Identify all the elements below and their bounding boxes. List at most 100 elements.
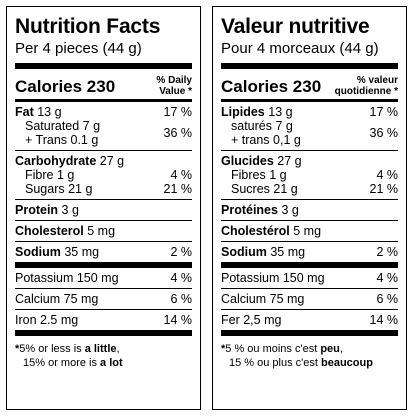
saturated-label: saturés 7 g	[231, 119, 293, 133]
footnote-lot: a lot	[100, 357, 123, 369]
divider	[15, 262, 192, 268]
carb-label: Glucides	[221, 154, 274, 168]
dv-header-line2: quotidienne *	[334, 86, 398, 97]
fat-row: Lipides 13 g 17 %	[221, 105, 398, 119]
potassium-block: Potassium 150 mg 4 %	[221, 268, 398, 288]
footnote-line1: 5% or less is	[19, 343, 85, 355]
carb-amount: 27 g	[99, 154, 125, 168]
trans-label: + trans 0,1 g	[231, 133, 301, 147]
protein-label: Protéines	[221, 203, 278, 217]
iron-block: Fer 2,5 mg 14 %	[221, 310, 398, 330]
potassium-label: Potassium 150 mg	[15, 271, 119, 285]
footnote: *5% or less is a little, 15% or more is …	[15, 342, 192, 370]
calcium-block: Calcium 75 mg 6 %	[15, 289, 192, 309]
sugars-label: Sucres 21 g	[231, 182, 298, 196]
divider	[221, 63, 398, 69]
potassium-block: Potassium 150 mg 4 %	[15, 268, 192, 288]
divider	[15, 288, 192, 289]
cholesterol-row: Cholesterol 5 mg	[15, 224, 192, 238]
footnote: *5 % ou moins c'est peu, 15 % ou plus c'…	[221, 342, 398, 370]
footnote-star: *	[221, 343, 226, 355]
trans-label: + Trans 0.1 g	[25, 133, 99, 147]
potassium-row: Potassium 150 mg 4 %	[15, 271, 192, 285]
calories-row: Calories 230 % Daily Value *	[15, 69, 192, 99]
fat-dv: 17 %	[369, 105, 399, 119]
calcium-label: Calcium 75 mg	[15, 292, 99, 306]
divider	[221, 309, 398, 310]
footnote-line2: 15% or more is	[23, 357, 101, 369]
divider	[15, 241, 192, 242]
saturated-label: Saturated 7 g	[25, 119, 101, 133]
fibre-row: Fibres 1 g 4 %	[221, 168, 398, 182]
potassium-dv: 4 %	[376, 271, 398, 285]
dv-header-line1: % valeur	[356, 75, 398, 86]
calcium-block: Calcium 75 mg 6 %	[221, 289, 398, 309]
cholesterol-row: Cholestérol 5 mg	[221, 224, 398, 238]
iron-block: Iron 2.5 mg 14 %	[15, 310, 192, 330]
fibre-label: Fibres 1 g	[231, 168, 287, 182]
protein-label: Protein	[15, 203, 59, 217]
sugars-dv: 21 %	[163, 182, 193, 196]
carb-block: Carbohydrate 27 g Fibre 1 g 4 % Sugars 2…	[15, 151, 192, 199]
divider	[221, 220, 398, 221]
sodium-amount: 35 mg	[64, 245, 100, 259]
sodium-dv: 2 %	[376, 245, 398, 259]
sugars-dv: 21 %	[369, 182, 399, 196]
nutrition-facts-panel-fr: Valeur nutritive Pour 4 morceaux (44 g) …	[212, 6, 407, 410]
potassium-dv: 4 %	[170, 271, 192, 285]
cholesterol-amount: 5 mg	[293, 224, 322, 238]
cholesterol-label: Cholesterol	[15, 224, 84, 238]
divider	[221, 288, 398, 289]
sugars-row: Sucres 21 g 21 %	[221, 182, 398, 196]
dv-header-line2: Value *	[159, 86, 192, 97]
carb-row: Carbohydrate 27 g	[15, 154, 192, 168]
fibre-row: Fibre 1 g 4 %	[15, 168, 192, 182]
sodium-dv: 2 %	[170, 245, 192, 259]
sodium-row: Sodium 35 mg 2 %	[221, 245, 398, 259]
daily-value-header: % Daily Value *	[156, 75, 192, 99]
nutrition-facts-panel-en: Nutrition Facts Per 4 pieces (44 g) Calo…	[6, 6, 201, 410]
divider	[15, 199, 192, 200]
footnote-beaucoup: beaucoup	[321, 357, 373, 369]
calcium-dv: 6 %	[376, 292, 398, 306]
carb-row: Glucides 27 g	[221, 154, 398, 168]
calories-label: Calories 230	[221, 77, 322, 96]
fat-block: Lipides 13 g 17 % saturés 7 g + trans 0,…	[221, 102, 398, 150]
serving-size: Pour 4 morceaux (44 g)	[221, 40, 379, 57]
fibre-dv: 4 %	[170, 168, 192, 182]
panel-title: Valeur nutritive	[221, 15, 370, 38]
dv-header-line1: % Daily	[156, 75, 192, 86]
sugars-row: Sugars 21 g 21 %	[15, 182, 192, 196]
protein-row: Protéines 3 g	[221, 203, 398, 217]
panel-title: Nutrition Facts	[15, 15, 161, 38]
potassium-label: Potassium 150 mg	[221, 271, 325, 285]
footnote-line1: 5 % ou moins c'est	[225, 343, 321, 355]
cholesterol-amount: 5 mg	[87, 224, 116, 238]
divider	[221, 99, 398, 102]
iron-label: Fer 2,5 mg	[221, 313, 282, 327]
divider	[221, 241, 398, 242]
fat-dv: 17 %	[163, 105, 193, 119]
sat-trans-row: Saturated 7 g + Trans 0.1 g 36 %	[15, 119, 192, 147]
fat-row: Fat 13 g 17 %	[15, 105, 192, 119]
sugars-label: Sugars 21 g	[25, 182, 93, 196]
divider	[221, 330, 398, 336]
fat-amount: 13 g	[268, 105, 293, 119]
divider	[15, 330, 192, 336]
calcium-row: Calcium 75 mg 6 %	[15, 292, 192, 306]
sodium-block: Sodium 35 mg 2 %	[221, 242, 398, 262]
fat-label: Fat	[15, 105, 34, 119]
calcium-dv: 6 %	[170, 292, 192, 306]
protein-amount: 3 g	[61, 203, 79, 217]
divider	[15, 309, 192, 310]
footnote-comma: ,	[116, 343, 120, 355]
potassium-row: Potassium 150 mg 4 %	[221, 271, 398, 285]
sodium-amount: 35 mg	[270, 245, 306, 259]
carb-amount: 27 g	[277, 154, 302, 168]
sat-trans-dv: 36 %	[163, 126, 193, 140]
iron-dv: 14 %	[369, 313, 399, 327]
divider	[221, 199, 398, 200]
sat-trans-dv: 36 %	[369, 126, 399, 140]
iron-row: Iron 2.5 mg 14 %	[15, 313, 192, 327]
divider	[221, 150, 398, 151]
